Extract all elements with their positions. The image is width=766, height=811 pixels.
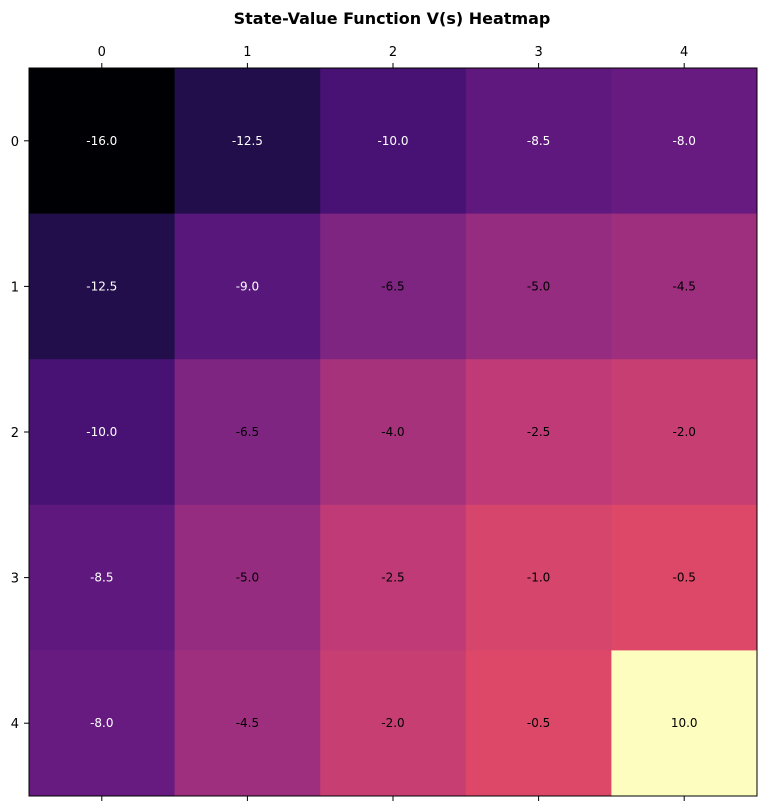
cell-value-label-r4-c4: 10.0 [671,716,698,730]
cell-value-label-r2-c1: -6.5 [236,425,259,439]
cell-value-label-r4-c3: -0.5 [527,716,550,730]
heatmap-cell-r0-c3 [465,68,612,215]
cell-value-label-r0-c0: -16.0 [86,134,117,148]
heatmap-cell-r1-c1 [174,213,321,360]
cell-value-label-r1-c4: -4.5 [672,279,695,293]
cell-value-label-r1-c2: -6.5 [381,279,404,293]
heatmap-cell-r2-c1 [174,359,321,506]
heatmap-cell-r2-c3 [465,359,612,506]
x-tick-label-0: 0 [98,45,106,60]
y-tick-label-3: 3 [11,572,19,587]
heatmap-cell-r1-c4 [611,213,758,360]
y-tick-label-2: 2 [11,426,19,441]
cell-value-label-r0-c3: -8.5 [527,134,550,148]
cell-value-label-r4-c1: -4.5 [236,716,259,730]
cell-value-label-r2-c4: -2.0 [672,425,695,439]
heatmap-cell-r4-c2 [320,650,467,797]
cell-value-label-r3-c3: -1.0 [527,571,550,585]
cell-value-label-r4-c2: -2.0 [381,716,404,730]
heatmap-cell-r0-c4 [611,68,758,215]
heatmap-cell-r3-c4 [611,504,758,651]
x-tick-label-4: 4 [680,45,688,60]
cell-value-label-r4-c0: -8.0 [90,716,113,730]
heatmap-cell-r1-c0 [29,213,176,360]
x-axis-top: 0 1 2 3 4 [98,45,688,68]
y-tick-label-0: 0 [11,135,19,150]
y-tick-label-1: 1 [11,280,19,295]
heatmap-cell-r1-c3 [465,213,612,360]
cell-value-label-r1-c0: -12.5 [86,279,117,293]
heatmap-cell-r3-c0 [29,504,176,651]
cell-value-label-r3-c2: -2.5 [381,571,404,585]
chart-title: State-Value Function V(s) Heatmap [234,9,551,28]
x-tick-label-2: 2 [389,45,397,60]
heatmap-cell-r2-c0 [29,359,176,506]
heatmap-cells [29,68,758,797]
y-axis: 0 1 2 3 4 [11,135,29,732]
cell-value-label-r3-c4: -0.5 [672,571,695,585]
heatmap-cell-r3-c1 [174,504,321,651]
x-tick-label-3: 3 [534,45,542,60]
heatmap-cell-r4-c3 [465,650,612,797]
cell-value-label-r0-c4: -8.0 [672,134,695,148]
cell-value-label-r3-c0: -8.5 [90,571,113,585]
heatmap-cell-r0-c2 [320,68,467,215]
heatmap-cell-r4-c0 [29,650,176,797]
heatmap-cell-labels: -16.0 -12.5 -10.0 -8.5 -8.0 -12.5 -9.0 -6.5 -5.0… [86,134,697,730]
heatmap-cell-r2-c4 [611,359,758,506]
heatmap-cell-r2-c2 [320,359,467,506]
x-tick-label-1: 1 [243,45,251,60]
cell-value-label-r3-c1: -5.0 [236,571,259,585]
y-tick-label-4: 4 [11,717,19,732]
cell-value-label-r2-c3: -2.5 [527,425,550,439]
x-axis-bottom-ticks [101,796,685,801]
cell-value-label-r1-c1: -9.0 [236,279,259,293]
cell-value-label-r0-c2: -10.0 [377,134,408,148]
cell-value-label-r0-c1: -12.5 [232,134,263,148]
heatmap-cell-r4-c1 [174,650,321,797]
heatmap-cell-r0-c1 [174,68,321,215]
cell-value-label-r1-c3: -5.0 [527,279,550,293]
heatmap-cell-r4-c4 [611,650,758,797]
heatmap-cell-r1-c2 [320,213,467,360]
heatmap-cell-r0-c0 [29,68,176,215]
heatmap-cell-r3-c3 [465,504,612,651]
cell-value-label-r2-c0: -10.0 [86,425,117,439]
cell-value-label-r2-c2: -4.0 [381,425,404,439]
heatmap-cell-r3-c2 [320,504,467,651]
